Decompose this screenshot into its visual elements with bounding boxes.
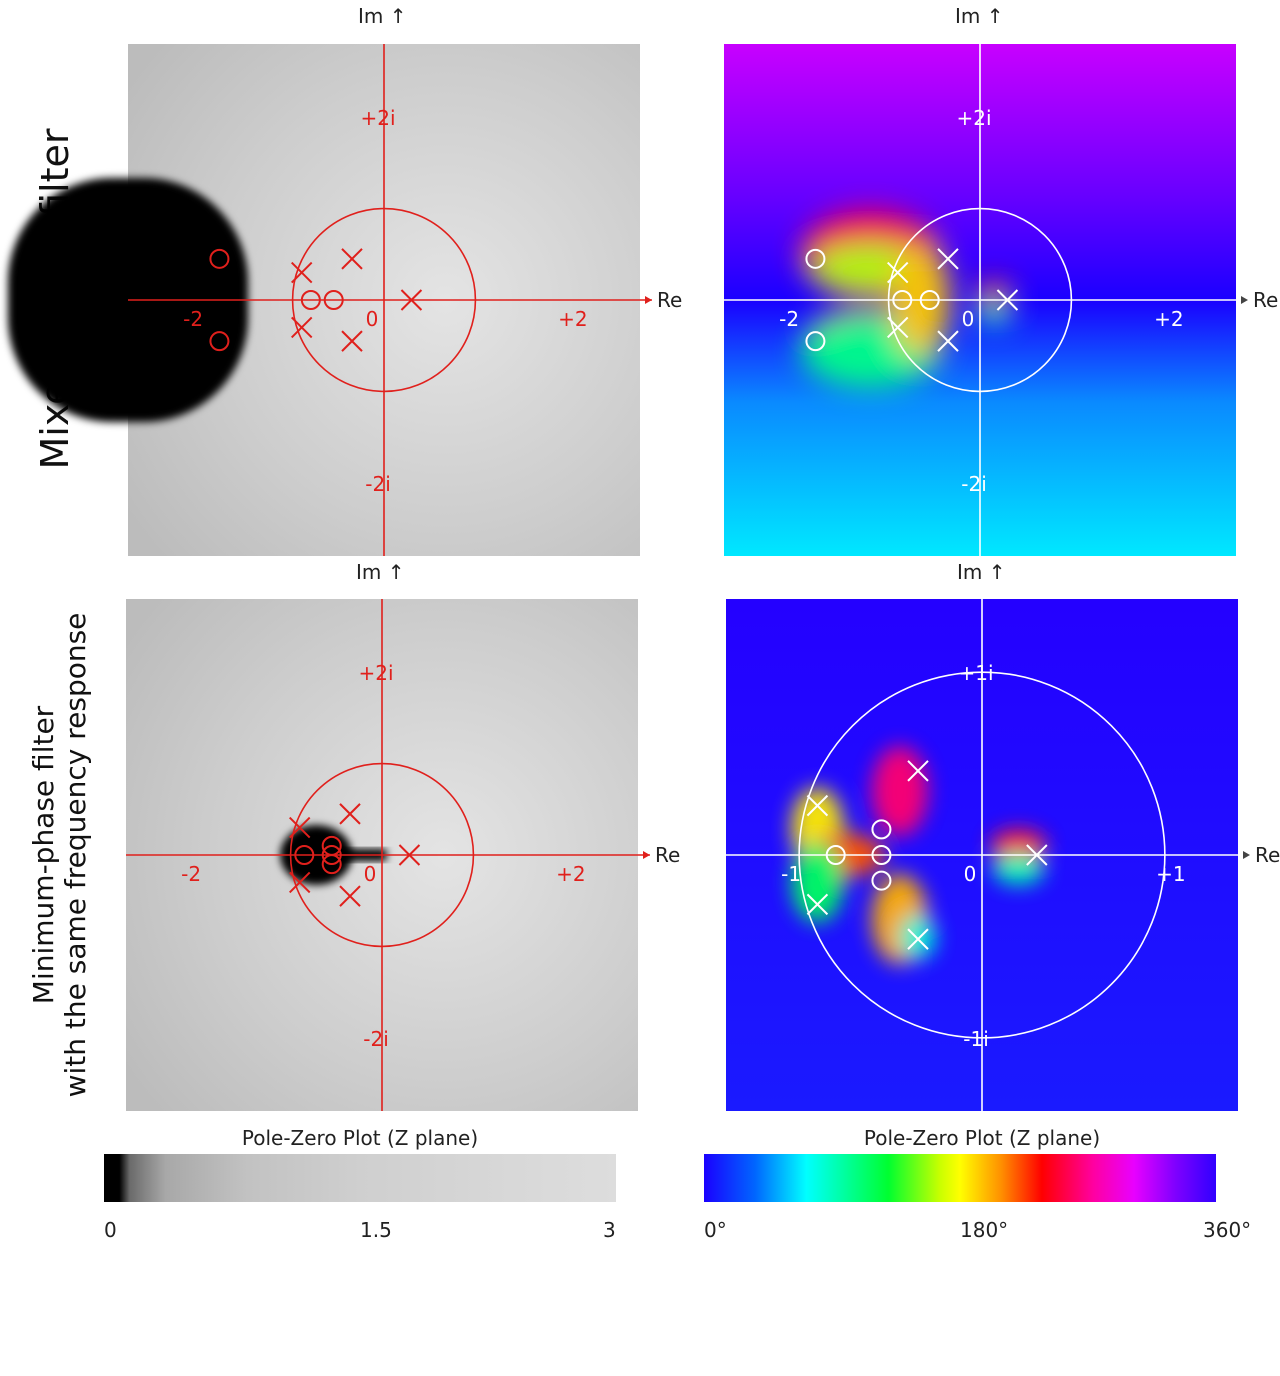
- pole-marker: [996, 289, 1019, 311]
- im-axis-label-2: Im ↑: [955, 4, 1004, 28]
- real-axis-arrow: [643, 851, 650, 859]
- phase-tick-2: 360°: [1203, 1218, 1252, 1242]
- pole-marker: [806, 893, 829, 916]
- zero-marker: [871, 845, 892, 865]
- pole-marker: [1026, 844, 1048, 866]
- label-neg-real: -2: [779, 307, 799, 331]
- pole-marker: [289, 871, 311, 894]
- im-axis-label-4: Im ↑: [957, 560, 1006, 584]
- pole-marker: [937, 248, 959, 270]
- label-pos-real: +2: [1154, 307, 1183, 331]
- pole-marker: [341, 330, 363, 352]
- zero-marker: [871, 870, 892, 891]
- magnitude-tick-0: 0: [104, 1218, 117, 1242]
- re-axis-label: Re: [657, 288, 682, 312]
- label-origin: 0: [964, 862, 977, 886]
- minimum-phase-plot: +1i -1i -1 0 +1 Re: [726, 599, 1280, 1111]
- pole-marker: [806, 794, 829, 817]
- phase-swirl: [990, 829, 1047, 861]
- zero-marker: [300, 290, 321, 310]
- label-neg-imaginary: -2i: [363, 1027, 389, 1051]
- zero-marker: [805, 331, 826, 352]
- phase-colorbar: [704, 1154, 1216, 1202]
- label-neg-imaginary: -1i: [963, 1027, 989, 1051]
- label-pos-real: +2: [558, 307, 587, 331]
- zero-marker: [805, 248, 826, 269]
- row-label-minimum-line2: with the same frequency response: [59, 612, 92, 1098]
- phase-colorbar-title: Pole-Zero Plot (Z plane): [863, 1126, 1101, 1150]
- zero-marker: [294, 845, 315, 865]
- minimum-magnitude-plot: +2i -2i -2 0 +2 Re: [126, 599, 680, 1111]
- magnitude-tick-2: 3: [603, 1218, 616, 1242]
- zero-marker: [209, 248, 230, 269]
- label-neg-imaginary: -2i: [365, 472, 391, 496]
- re-axis-label: Re: [655, 843, 680, 867]
- im-axis-label-3: Im ↑: [356, 560, 405, 584]
- phase-tick-1: 180°: [960, 1218, 1009, 1242]
- re-axis-label: Re: [1255, 843, 1280, 867]
- pole-marker: [339, 803, 361, 825]
- row-label-minimum-phase: Minimum-phase filter with the same frequ…: [10, 600, 110, 1110]
- magnitude-colorbar: [104, 1154, 616, 1202]
- im-axis-label-1: Im ↑: [358, 4, 407, 28]
- mixed-phase-plot: +2i -2i -2 0 +2 Re: [724, 44, 1278, 556]
- pole-marker: [289, 816, 311, 839]
- re-axis-label: Re: [1253, 288, 1278, 312]
- pole-marker: [907, 760, 929, 782]
- pole-marker: [339, 885, 361, 907]
- label-neg-real: -2: [183, 307, 203, 331]
- zero-marker: [209, 331, 230, 352]
- phase-swirl: [871, 746, 928, 836]
- pole-marker: [937, 330, 959, 352]
- label-origin: 0: [366, 307, 379, 331]
- label-origin: 0: [962, 307, 975, 331]
- phase-swirl: [975, 300, 1012, 324]
- label-pos-imaginary: +2i: [956, 106, 991, 130]
- pole-marker: [291, 316, 313, 339]
- zero-marker: [323, 290, 344, 310]
- row-label-minimum-line1: Minimum-phase filter: [26, 705, 60, 1005]
- label-neg-imaginary: -2i: [961, 472, 987, 496]
- phase-swirl: [975, 282, 1012, 302]
- magnitude-colorbar-title: Pole-Zero Plot (Z plane): [241, 1126, 479, 1150]
- real-axis-arrow: [1241, 296, 1248, 304]
- phase-swirl: [900, 915, 936, 960]
- unit-circle: [289, 762, 475, 948]
- zero-marker: [321, 854, 342, 875]
- pole-marker: [398, 844, 421, 866]
- unit-circle: [291, 207, 477, 393]
- label-origin: 0: [364, 862, 377, 886]
- label-pos-imaginary: +2i: [358, 661, 393, 685]
- magnitude-tick-1: 1.5: [360, 1218, 392, 1242]
- phase-swirl: [992, 853, 1045, 885]
- pole-marker: [291, 261, 313, 284]
- label-pos-real: +1: [1156, 862, 1185, 886]
- zero-marker: [825, 845, 846, 865]
- label-pos-real: +2: [556, 862, 585, 886]
- pole-marker: [887, 261, 909, 284]
- zero-marker: [321, 845, 342, 865]
- zero-marker: [919, 290, 940, 310]
- label-pos-imaginary: +2i: [360, 106, 395, 130]
- unit-circle: [887, 207, 1073, 393]
- zero-marker: [892, 290, 913, 310]
- unit-circle: [798, 671, 1166, 1039]
- pole-marker: [907, 928, 929, 950]
- pole-marker: [887, 316, 909, 339]
- zero-marker: [871, 819, 892, 840]
- label-pos-imaginary: +1i: [958, 661, 993, 685]
- real-axis-arrow: [645, 296, 652, 304]
- label-neg-real: -1: [781, 862, 801, 886]
- pole-marker: [341, 248, 363, 270]
- label-neg-real: -2: [181, 862, 201, 886]
- phase-tick-0: 0°: [704, 1218, 727, 1242]
- real-axis-arrow: [1243, 851, 1250, 859]
- mixed-magnitude-plot: +2i -2i -2 0 +2 Re: [8, 44, 682, 556]
- pole-marker: [400, 289, 423, 311]
